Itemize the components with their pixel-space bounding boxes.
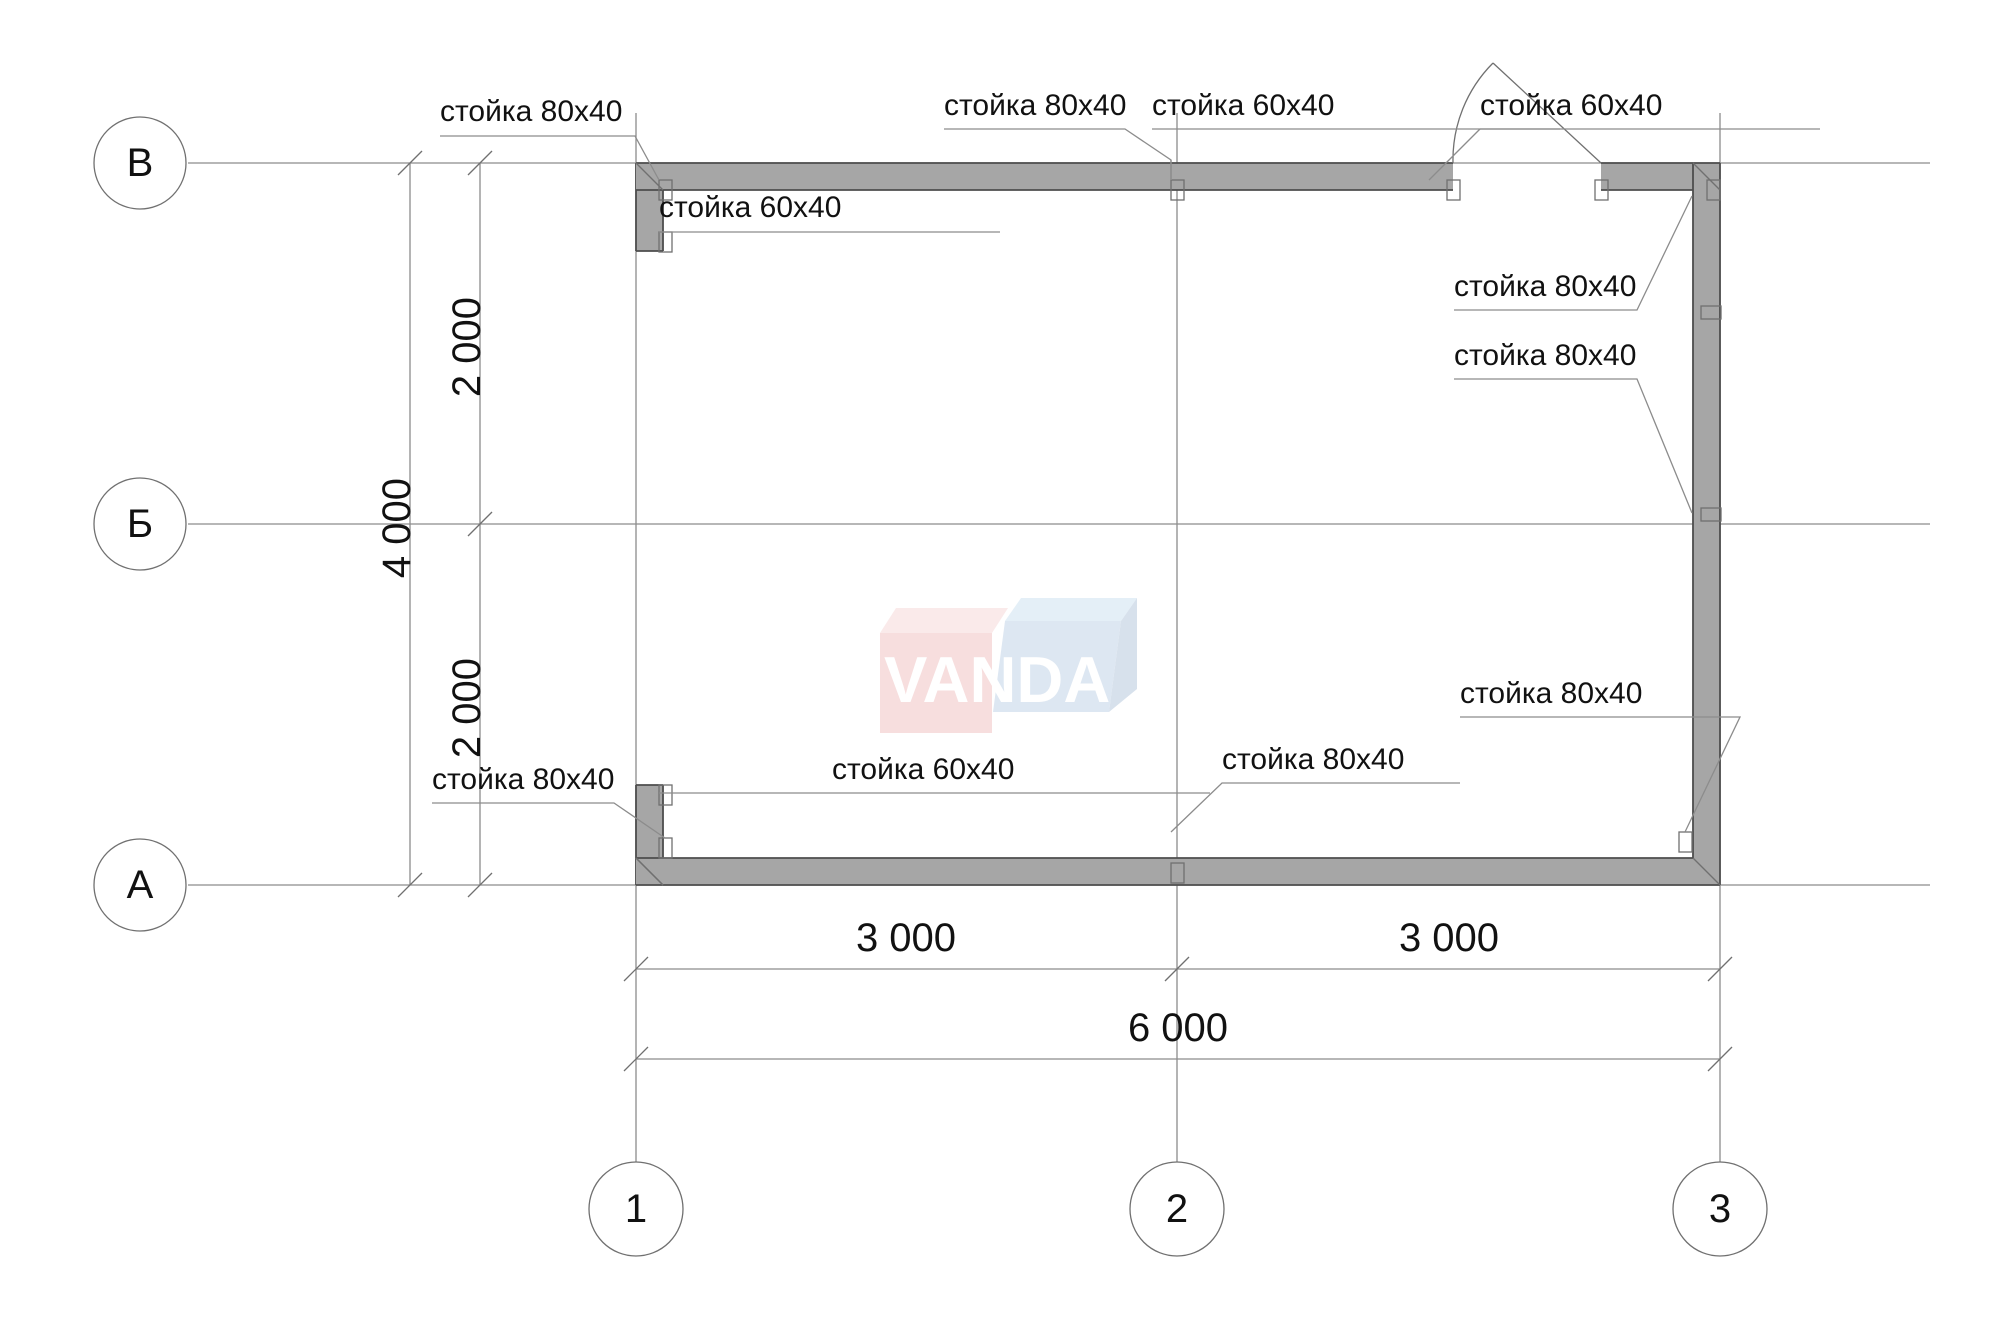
svg-text:2 000: 2 000 <box>445 297 489 397</box>
svg-text:3: 3 <box>1709 1187 1731 1231</box>
svg-text:6 000: 6 000 <box>1128 1006 1228 1050</box>
svg-text:3 000: 3 000 <box>856 916 956 960</box>
svg-text:3 000: 3 000 <box>1399 916 1499 960</box>
svg-text:2 000: 2 000 <box>445 658 489 758</box>
svg-text:стойка 80х40: стойка 80х40 <box>1454 339 1636 372</box>
svg-text:4 000: 4 000 <box>375 478 419 578</box>
svg-text:стойка 60х40: стойка 60х40 <box>1152 89 1334 122</box>
svg-text:стойка 60х40: стойка 60х40 <box>832 753 1014 786</box>
svg-text:стойка 80х40: стойка 80х40 <box>440 95 622 128</box>
svg-text:стойка 80х40: стойка 80х40 <box>944 89 1126 122</box>
svg-text:В: В <box>127 141 154 185</box>
svg-text:стойка 80х40: стойка 80х40 <box>432 763 614 796</box>
svg-text:2: 2 <box>1166 1187 1188 1231</box>
svg-text:стойка 80х40: стойка 80х40 <box>1222 743 1404 776</box>
svg-text:А: А <box>127 863 154 907</box>
svg-text:стойка 60х40: стойка 60х40 <box>1480 89 1662 122</box>
svg-text:VANDA: VANDA <box>884 643 1110 716</box>
svg-text:стойка 80х40: стойка 80х40 <box>1454 270 1636 303</box>
svg-text:стойка 60х40: стойка 60х40 <box>659 191 841 224</box>
svg-text:1: 1 <box>625 1187 647 1231</box>
svg-text:стойка 80х40: стойка 80х40 <box>1460 677 1642 710</box>
svg-text:Б: Б <box>127 502 153 546</box>
